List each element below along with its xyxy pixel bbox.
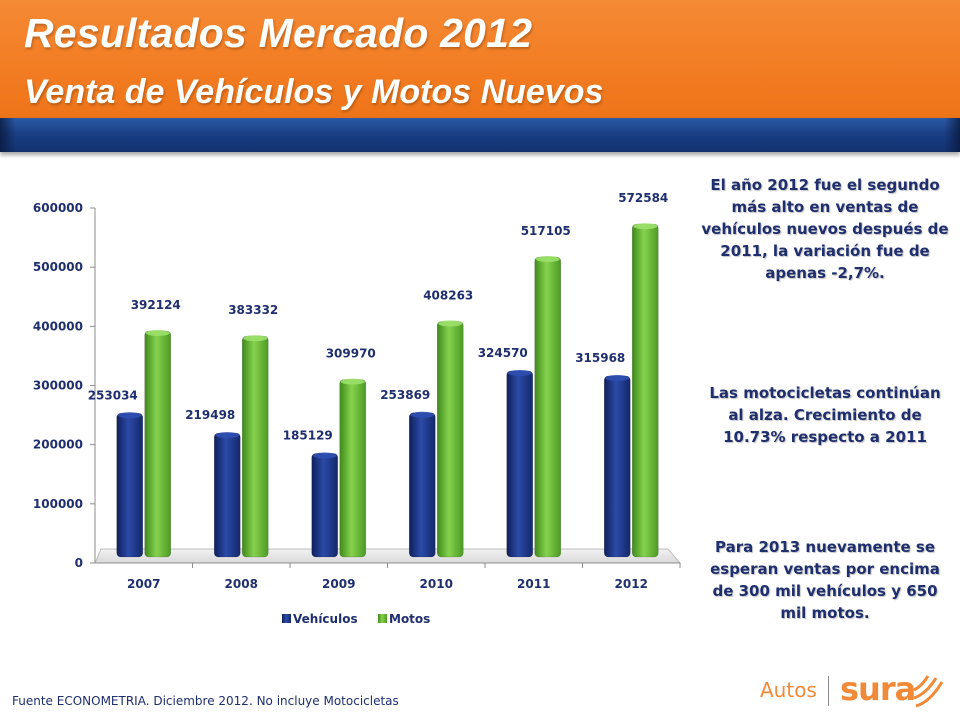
- chart-floor: [94, 548, 682, 564]
- data-label-motos-2009: 309970: [326, 347, 376, 361]
- bar-cap-motos-2012: [633, 223, 658, 230]
- bar-vehiculos-2007: [116, 412, 144, 558]
- x-tick-label: 2007: [127, 577, 160, 591]
- bar-cap-motos-2008: [243, 335, 268, 342]
- bar-cap-vehiculos-2009: [312, 452, 337, 459]
- x-tick-label: 2009: [322, 577, 355, 591]
- autos-sura-logo: Autos sura: [760, 670, 950, 714]
- x-tick-label: 2008: [225, 577, 258, 591]
- data-label-vehiculos-2012: 315968: [575, 351, 625, 365]
- logo-divider: [828, 676, 829, 706]
- bar-motos-2007: [144, 330, 172, 558]
- bar-cap-motos-2007: [145, 329, 170, 336]
- y-tick-label: 600000: [33, 201, 83, 215]
- data-label-vehiculos-2008: 219498: [185, 408, 235, 422]
- bar-cap-vehiculos-2011: [507, 369, 532, 376]
- legend-swatch-vehiculos: [282, 614, 291, 623]
- bar-motos-2010: [436, 321, 464, 558]
- bar-motos-2008: [241, 335, 269, 558]
- y-tick-label: 300000: [33, 379, 83, 393]
- header-banner: Resultados Mercado 2012 Venta de Vehícul…: [0, 0, 960, 118]
- bar-cap-vehiculos-2007: [117, 412, 142, 419]
- y-tick-label: 200000: [33, 438, 83, 452]
- y-tick-label: 100000: [33, 497, 83, 511]
- bar-motos-2012: [631, 223, 659, 558]
- source-footnote: Fuente ECONOMETRIA. Diciembre 2012. No i…: [12, 694, 399, 708]
- legend-swatch-motos: [378, 614, 387, 623]
- x-tick-label: 2011: [517, 577, 550, 591]
- bar-cap-vehiculos-2010: [410, 411, 435, 418]
- bar-vehiculos-2008: [213, 432, 241, 558]
- data-label-vehiculos-2009: 185129: [283, 428, 333, 442]
- x-tick-label: 2012: [615, 577, 648, 591]
- logo-autos-text: Autos: [760, 678, 817, 702]
- bar-cap-vehiculos-2008: [215, 432, 240, 439]
- logo-sura-wordmark: sura: [840, 670, 916, 708]
- note-motorcycles-growth: Las motocicletas continúan al alza. Crec…: [709, 384, 941, 446]
- x-tick-label: 2010: [420, 577, 453, 591]
- legend-label-vehiculos: Vehículos: [293, 612, 358, 626]
- bar-cap-motos-2010: [438, 320, 463, 327]
- legend-label-motos: Motos: [389, 612, 430, 626]
- data-label-vehiculos-2010: 253869: [380, 388, 430, 402]
- page-title: Resultados Mercado 2012: [24, 10, 533, 56]
- bar-vehiculos-2012: [603, 375, 631, 558]
- y-tick-label: 400000: [33, 319, 83, 333]
- sales-bar-chart: 0 100000 200000 300000 400000 500000 600000 253…: [33, 191, 682, 626]
- bar-cap-vehiculos-2012: [605, 375, 630, 382]
- page-subtitle: Venta de Vehículos y Motos Nuevos: [24, 73, 604, 111]
- sura-rays-icon: [913, 675, 944, 708]
- data-label-motos-2007: 392124: [131, 298, 181, 312]
- data-label-motos-2010: 408263: [423, 288, 473, 302]
- y-tick-label: 0: [75, 556, 83, 570]
- header-divider-band: [0, 118, 960, 152]
- bar-cap-motos-2009: [340, 378, 365, 385]
- note-2013-outlook: Para 2013 nuevamente se esperan ventas p…: [710, 538, 940, 622]
- data-label-vehiculos-2007: 253034: [88, 388, 138, 402]
- data-label-vehiculos-2011: 324570: [478, 346, 528, 360]
- bar-vehiculos-2011: [506, 370, 534, 558]
- bar-cap-motos-2011: [535, 256, 560, 263]
- data-label-motos-2012: 572584: [618, 191, 668, 205]
- bar-vehiculos-2009: [311, 453, 339, 558]
- y-tick-label: 500000: [33, 260, 83, 274]
- data-label-motos-2011: 517105: [521, 224, 571, 238]
- note-vehicles-2012: El año 2012 fue el segundo más alto en v…: [701, 176, 949, 282]
- data-label-motos-2008: 383332: [228, 303, 278, 317]
- bar-vehiculos-2010: [408, 412, 436, 558]
- bar-motos-2009: [339, 379, 367, 558]
- bar-motos-2011: [534, 256, 562, 558]
